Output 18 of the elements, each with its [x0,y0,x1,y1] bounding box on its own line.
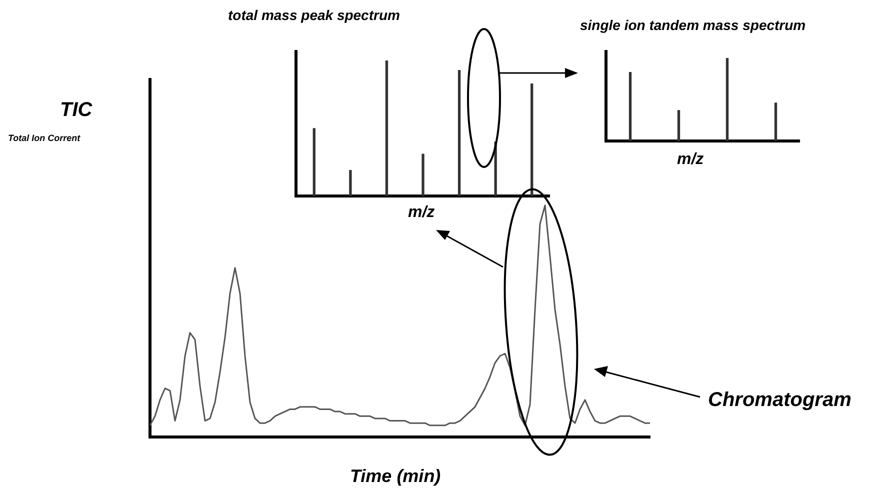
bar [726,58,729,141]
x-axis-title: m/z [677,151,704,168]
bar [458,70,461,196]
y-axis-title: TIC [60,99,92,121]
bar [677,110,680,141]
bar [349,170,352,196]
x-axis-title: Time (min) [350,466,441,486]
chart-title: single ion tandem mass spectrum [580,17,806,33]
bar [312,128,316,196]
bar [628,72,632,141]
chart-title: total mass peak spectrum [228,7,400,23]
text: Chromatogram [708,389,852,411]
bar [385,60,388,196]
text: Total Ion Corrent [8,133,80,143]
bar [422,154,424,196]
bar [530,83,534,196]
bar [774,102,778,141]
x-axis-title: m/z [408,204,435,221]
